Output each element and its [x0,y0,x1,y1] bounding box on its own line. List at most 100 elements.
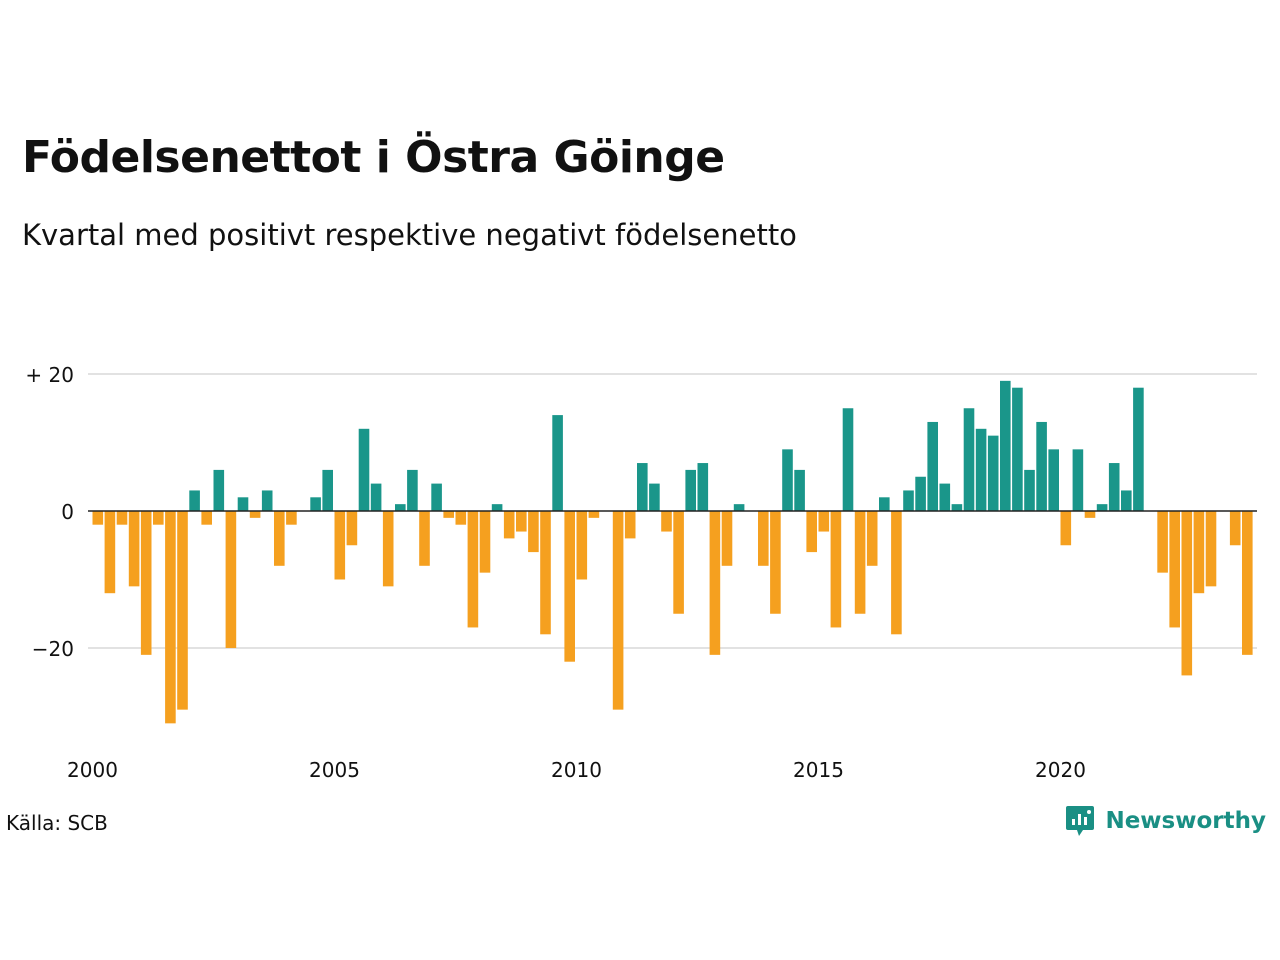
bar [794,469,805,511]
bar [1133,387,1144,511]
bar [177,511,188,710]
bar [104,511,116,594]
bar [274,511,285,566]
bar [1060,511,1072,546]
bar [830,511,842,628]
bar [951,504,963,511]
bar [975,428,987,511]
bar [758,511,769,566]
bar [1048,449,1059,511]
bar [261,490,273,511]
bar [249,511,261,518]
bar [552,415,563,511]
bar [213,469,225,511]
bar [334,511,346,580]
bar [1072,449,1084,511]
bar [963,408,975,511]
bar [661,511,672,532]
bar [1181,511,1193,676]
bar [879,497,890,511]
bar [1012,387,1023,511]
y-tick-label: + 20 [25,363,74,387]
bar [806,511,817,553]
bar [673,511,684,614]
bar [479,511,491,573]
bar [540,511,551,635]
bar [431,483,442,511]
bar [370,483,382,511]
bar [153,511,164,525]
bar [1084,511,1096,518]
bar [637,463,648,511]
bar [92,511,104,525]
bar [1193,511,1205,594]
bar [201,511,212,525]
bar [346,511,358,546]
bar [1036,421,1047,511]
bar [189,490,200,511]
bar [225,511,237,648]
bar [624,511,636,539]
chart-subtitle: Kvartal med positivt respektive negativt… [22,218,797,252]
bar [649,483,660,511]
bar [382,511,394,587]
bar [927,421,938,511]
y-tick-label: 0 [61,500,74,524]
bar [116,511,128,525]
brand-logo: Newsworthy [1065,804,1266,838]
bar [1229,511,1241,546]
bar [818,511,830,532]
brand-name: Newsworthy [1105,808,1266,834]
bar [1157,511,1168,573]
bar [407,469,418,511]
x-tick-label: 2010 [551,758,602,782]
bar [443,511,454,518]
bar [419,511,430,566]
bar [165,511,176,724]
bar [939,483,951,511]
bar [491,504,503,511]
x-tick-label: 2015 [793,758,844,782]
bar [915,476,926,511]
gridlines [88,373,1257,649]
bar [782,449,793,511]
bar [987,435,999,511]
bar [1096,504,1108,511]
newsworthy-logo-icon [1066,806,1095,836]
source-note: Källa: SCB [6,811,108,835]
bar [1242,511,1253,655]
bar [467,511,479,628]
bar [588,511,600,518]
bar [697,463,709,511]
bar [1024,469,1035,511]
bar [612,511,624,710]
bar [1121,490,1132,511]
bar [842,408,854,511]
chart-title: Födelsenettot i Östra Göinge [22,132,725,183]
bar [310,497,321,511]
x-tick-label: 2000 [67,758,118,782]
bar [1169,511,1180,628]
bar [1000,380,1011,511]
bar [395,504,406,511]
bar [866,511,878,566]
bar [1205,511,1217,587]
bar [770,511,781,614]
x-tick-label: 2005 [309,758,360,782]
bar [1108,463,1120,511]
bar [455,511,467,525]
bar [709,511,721,655]
bars [92,380,1253,724]
bar [903,490,914,511]
bar [564,511,575,662]
x-axis-labels: 2000 2005 2010 2015 2020 [67,758,1086,782]
bar [358,428,370,511]
bar [128,511,140,587]
bar [854,511,866,614]
bar [503,511,515,539]
y-axis-labels: + 20 0 −20 [25,363,74,661]
y-tick-label: −20 [32,637,74,661]
bar [237,497,249,511]
bar [286,511,297,525]
